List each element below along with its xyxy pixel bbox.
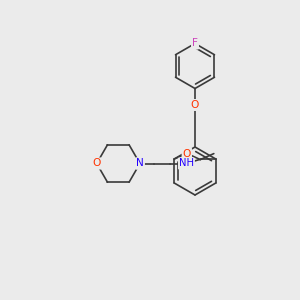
Text: N: N	[136, 158, 144, 169]
Text: N: N	[136, 158, 144, 169]
Text: O: O	[92, 158, 101, 169]
Text: O: O	[183, 148, 191, 159]
Text: NH: NH	[179, 158, 194, 169]
Text: F: F	[192, 38, 198, 49]
Text: N: N	[136, 158, 144, 169]
Text: O: O	[92, 158, 101, 169]
Text: F: F	[192, 38, 198, 49]
Text: O: O	[191, 100, 199, 110]
Text: O: O	[191, 100, 199, 110]
Text: NH: NH	[179, 158, 194, 169]
Text: O: O	[183, 148, 191, 159]
